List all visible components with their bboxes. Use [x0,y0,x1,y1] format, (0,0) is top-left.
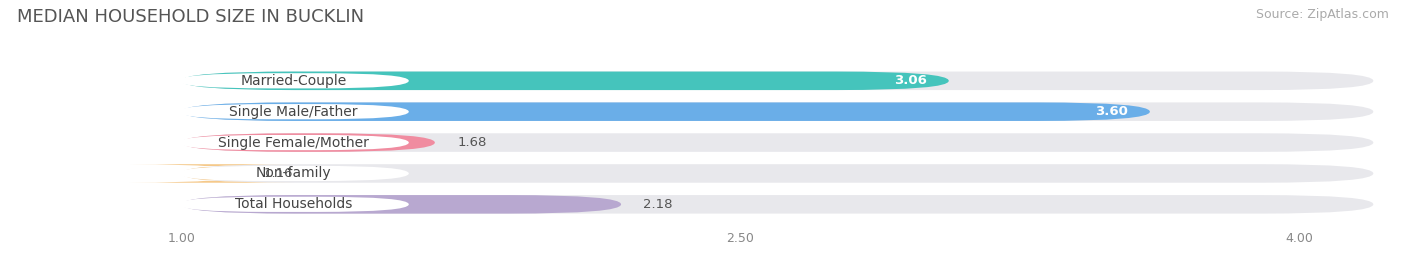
FancyBboxPatch shape [181,164,1374,183]
FancyBboxPatch shape [181,133,434,152]
Text: Source: ZipAtlas.com: Source: ZipAtlas.com [1256,8,1389,21]
Text: Non-family: Non-family [256,167,332,180]
FancyBboxPatch shape [181,102,1150,121]
FancyBboxPatch shape [181,72,1374,90]
FancyBboxPatch shape [179,197,409,212]
Text: Single Female/Mother: Single Female/Mother [218,136,368,150]
Text: Total Households: Total Households [235,197,352,211]
FancyBboxPatch shape [179,135,409,150]
Text: MEDIAN HOUSEHOLD SIZE IN BUCKLIN: MEDIAN HOUSEHOLD SIZE IN BUCKLIN [17,8,364,26]
FancyBboxPatch shape [179,73,409,89]
FancyBboxPatch shape [179,104,409,119]
FancyBboxPatch shape [129,164,294,183]
FancyBboxPatch shape [181,133,1374,152]
FancyBboxPatch shape [181,72,949,90]
Text: 1.68: 1.68 [457,136,486,149]
Text: 1.16: 1.16 [263,167,292,180]
Text: 3.06: 3.06 [894,74,927,87]
Text: Married-Couple: Married-Couple [240,74,346,88]
FancyBboxPatch shape [181,195,621,214]
Text: Single Male/Father: Single Male/Father [229,105,357,119]
FancyBboxPatch shape [181,195,1374,214]
FancyBboxPatch shape [179,166,409,181]
Text: 2.18: 2.18 [644,198,673,211]
Text: 3.60: 3.60 [1095,105,1128,118]
FancyBboxPatch shape [181,102,1374,121]
